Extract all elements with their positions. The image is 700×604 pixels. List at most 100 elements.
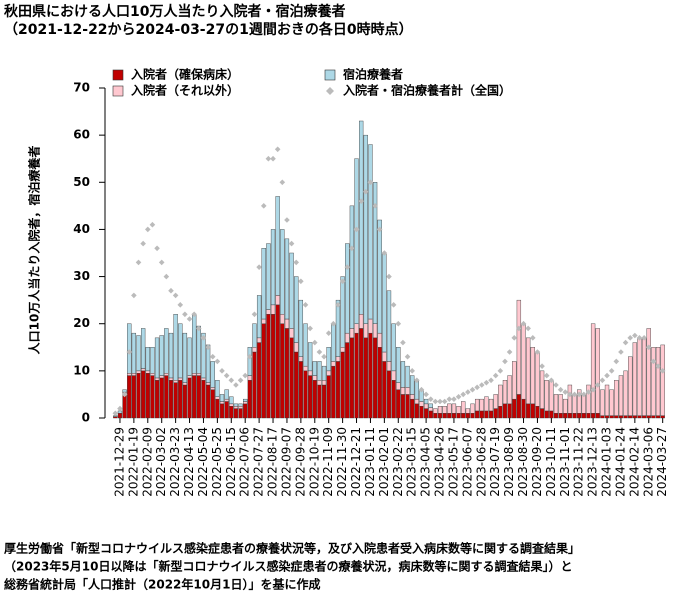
bar-segment xyxy=(433,408,438,414)
bar-segment xyxy=(154,380,160,419)
point xyxy=(311,339,318,346)
x-tick-label: 2022-11-30 xyxy=(335,427,349,497)
point xyxy=(446,396,453,402)
bar-segment xyxy=(526,403,531,419)
point xyxy=(307,325,313,332)
point xyxy=(506,349,513,355)
bar-segment xyxy=(131,373,137,376)
point xyxy=(302,302,309,308)
point xyxy=(655,363,661,369)
point xyxy=(135,259,142,266)
point xyxy=(140,240,146,247)
bar-segment xyxy=(400,361,406,388)
point xyxy=(414,377,420,384)
bar-segment xyxy=(345,342,350,419)
legend-swatch xyxy=(112,69,124,81)
bar-segment xyxy=(391,370,396,381)
point xyxy=(372,203,378,209)
bar-segment xyxy=(419,406,424,419)
bar-segment xyxy=(535,351,540,407)
point xyxy=(168,287,174,294)
bar-segment xyxy=(516,299,522,395)
bar-segment xyxy=(178,323,183,379)
x-tick-label: 2022-09-28 xyxy=(293,427,307,497)
bar-segment xyxy=(651,347,656,416)
bar-segment xyxy=(544,410,549,419)
bar-segment xyxy=(437,406,443,414)
bar-segment xyxy=(168,377,174,381)
bar-segment xyxy=(521,323,526,400)
bar-segment xyxy=(173,382,178,419)
x-tick-label: 2022-07-06 xyxy=(238,427,252,497)
bar-segment xyxy=(377,219,382,334)
bar-segment xyxy=(470,413,475,419)
bar-segment xyxy=(544,380,549,412)
point xyxy=(636,335,643,341)
bar-segment xyxy=(173,314,178,381)
source-line: 総務省統計局「人口推計（2022年10月1日）」を基に作成 xyxy=(4,577,320,592)
bar-segment xyxy=(451,403,457,414)
bar-segment xyxy=(141,370,146,419)
bar-segment xyxy=(567,413,573,419)
bar-segment xyxy=(618,415,624,419)
bar-segment xyxy=(558,394,563,414)
bar-segment xyxy=(215,396,220,400)
bar-segment xyxy=(205,384,211,419)
bar-segment xyxy=(317,384,322,419)
bar-segment xyxy=(354,332,359,419)
point xyxy=(260,203,267,209)
bar-segment xyxy=(428,403,433,408)
bar-segment xyxy=(164,373,169,376)
x-tick-label: 2023-08-30 xyxy=(516,427,530,497)
point xyxy=(432,398,439,405)
bar-segment xyxy=(280,323,285,419)
bar-segment xyxy=(233,403,239,407)
point xyxy=(205,344,211,351)
point xyxy=(293,259,300,266)
point xyxy=(223,372,230,379)
x-tick-label: 2022-06-15 xyxy=(224,427,238,497)
bar-segment xyxy=(428,410,433,419)
bar-segment xyxy=(340,351,345,419)
x-tick-label: 2023-06-28 xyxy=(474,427,488,497)
point xyxy=(270,155,276,162)
bar-segment xyxy=(447,413,452,419)
point xyxy=(386,273,392,280)
point xyxy=(163,273,170,280)
bar-segment xyxy=(567,384,573,414)
bar-segment xyxy=(539,370,545,409)
bar-segment xyxy=(377,347,382,419)
bar-segment xyxy=(210,389,215,419)
bar-segment xyxy=(354,323,359,334)
bar-segment xyxy=(586,413,591,419)
point xyxy=(358,198,364,204)
bar-segment xyxy=(479,398,484,412)
bar-segment xyxy=(168,332,174,379)
x-tick-label: 2024-03-06 xyxy=(641,427,655,497)
point xyxy=(381,250,388,256)
bar-segment xyxy=(377,332,382,348)
point xyxy=(209,353,216,360)
bar-segment xyxy=(233,408,239,419)
point xyxy=(557,386,564,393)
bar-segment xyxy=(275,304,280,419)
bar-segment xyxy=(623,415,628,419)
bar-segment xyxy=(210,387,215,390)
x-tick-label: 2022-05-04 xyxy=(196,427,210,497)
x-tick-label: 2023-11-22 xyxy=(572,427,586,497)
legend-label: 宿泊療養者 xyxy=(343,67,403,82)
point xyxy=(154,245,160,252)
bar-segment xyxy=(256,337,262,343)
point xyxy=(247,353,253,360)
bar-segment xyxy=(465,413,471,419)
legend-swatch xyxy=(112,85,124,97)
point xyxy=(390,302,397,308)
bar-segment xyxy=(164,328,169,374)
bar-segment xyxy=(266,309,271,315)
x-tick-label: 2022-04-13 xyxy=(182,427,196,497)
bar-segment xyxy=(127,323,132,374)
source-line: （2023年5月10日以降は「新型コロナウイルス感染症患者の療養状況，病床数等に… xyxy=(4,559,572,574)
bar-segment xyxy=(252,347,257,353)
bar-segment xyxy=(131,332,137,374)
bar-segment xyxy=(655,347,661,416)
